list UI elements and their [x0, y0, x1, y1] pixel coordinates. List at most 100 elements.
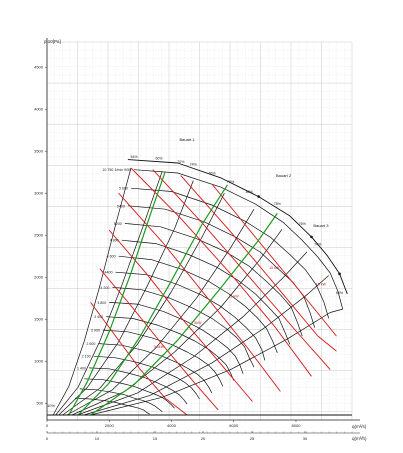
- speed-label: 3 800: [97, 301, 106, 305]
- speed-curves-line: [109, 302, 244, 374]
- x2-tick-label: 25: [250, 436, 255, 441]
- efficiency-label: 76%: [299, 222, 307, 226]
- x-tick-label: 4000: [167, 423, 177, 428]
- speed-curves-line: [134, 169, 344, 310]
- chart-axes: 500 1000 1500 2000 2500 3000 3500 4000 4500 0 2000…: [34, 38, 360, 441]
- power-curves-line: [90, 302, 188, 416]
- power-curves-line: [108, 229, 253, 402]
- stage-label: Bauart 1: [179, 137, 195, 142]
- efficiency-label: 74%: [190, 162, 198, 166]
- power-curves-line: [99, 268, 219, 411]
- efficiency-label: 78%: [227, 180, 235, 184]
- x2-tick-label: 30: [303, 436, 308, 441]
- efficiency-label: 70%: [177, 160, 185, 164]
- speed-label: 4 200: [100, 286, 109, 290]
- power-curves-line: [180, 175, 337, 352]
- y-tick-label: 3000: [34, 191, 44, 196]
- speed-curves-line: [106, 316, 235, 381]
- speed-label: 5 600: [119, 187, 128, 191]
- chart-labels: 10 750 1/min 9/50 5 600 5400 5200 4 800 4 600…: [77, 137, 344, 370]
- operating-curves-line: [90, 213, 278, 416]
- y-tick-label: 2000: [34, 275, 44, 280]
- efficiency-label: 74%: [314, 242, 322, 246]
- power-label: 11 kW: [229, 294, 240, 298]
- speed-label: 3 400: [94, 315, 103, 319]
- limit-curves-line: [127, 159, 348, 295]
- speed-label: 4 800: [110, 239, 119, 243]
- limit-marker: [310, 235, 313, 239]
- y-tick-label: 1000: [34, 359, 44, 364]
- y-tick-label: 4000: [34, 107, 44, 112]
- efficiency-curves-line: [52, 167, 132, 416]
- efficiency-curves-line: [83, 275, 329, 416]
- x-tick-label: 0: [46, 423, 49, 428]
- y-tick-label: 3500: [34, 149, 44, 154]
- power-curves-line: [118, 192, 281, 392]
- x2-tick-label: 15: [153, 436, 158, 441]
- x-tick-label: 2000: [105, 423, 115, 428]
- chart-series: [47, 159, 352, 416]
- efficiency-curves-line: [71, 229, 283, 416]
- power-label: 15 kW: [269, 266, 280, 270]
- efficiency-curves-line: [55, 171, 163, 416]
- speed-curves-line: [88, 367, 188, 405]
- speed-label: 2 600: [86, 342, 95, 346]
- efficiency-label: 60%: [155, 157, 163, 161]
- y-tick-label: 4500: [34, 65, 44, 70]
- x-tick-label: 6000: [229, 423, 239, 428]
- speed-label: 2 100: [82, 355, 91, 359]
- speed-label: 5200: [114, 222, 122, 226]
- x-axis-label-1: q(m³/s): [352, 424, 367, 429]
- speed-curves-line: [84, 378, 175, 409]
- power-curves-line: [152, 169, 331, 370]
- speed-label: 10 750 1/min 9/50: [102, 168, 131, 172]
- speed-curves-line: [102, 329, 224, 387]
- efficiency-curves-line: [66, 209, 255, 416]
- speed-curves-line: [127, 205, 316, 328]
- efficiency-curves-line: [90, 308, 343, 416]
- speed-label: 4 600: [107, 255, 116, 259]
- power-curves-line: [130, 167, 312, 377]
- x-tick-label: 8000: [292, 423, 302, 428]
- x2-tick-label: 10: [95, 436, 100, 441]
- y-tick-label: 1500: [34, 317, 44, 322]
- limit-marker: [338, 272, 341, 276]
- x2-tick-label: 0: [46, 436, 49, 441]
- efficiency-label: 78%: [274, 202, 282, 206]
- speed-label: 2 900: [91, 329, 100, 333]
- stage-label: Bauart 3: [313, 223, 329, 228]
- efficiency-label: 54%: [131, 155, 139, 159]
- efficiency-curves-line: [58, 180, 194, 416]
- power-label: 5 5kW: [154, 345, 165, 349]
- speed-curves-line: [112, 286, 255, 368]
- speed-curves-line: [118, 255, 278, 353]
- operating-curves-line: [77, 184, 229, 416]
- speed-label: 4400: [104, 271, 112, 275]
- origin-label: 10%: [47, 403, 55, 408]
- x-axis-label-2: q(m³/h): [352, 436, 367, 441]
- chart-grid: [46, 41, 353, 421]
- operating-curves-line: [68, 171, 166, 416]
- efficiency-label: 76%: [208, 172, 216, 176]
- speed-curves-line: [130, 187, 330, 319]
- speed-curves-line: [124, 223, 303, 337]
- stage-label: Bauart 2: [276, 173, 292, 178]
- efficiency-label: 64%: [336, 291, 344, 295]
- limit-marker: [257, 195, 260, 198]
- x2-tick-label: 20: [201, 436, 206, 441]
- speed-label: 5400: [117, 204, 125, 208]
- speed-curves-line: [93, 355, 200, 400]
- y-axis-label: p 10[Pa]: [44, 39, 61, 44]
- speed-curves-line: [79, 388, 163, 412]
- efficiency-curves-line: [62, 193, 225, 416]
- speed-curves-line: [115, 271, 266, 361]
- y-tick-label: 2500: [34, 233, 44, 238]
- speed-curves-line: [121, 239, 291, 345]
- power-label: 15 kW: [316, 283, 327, 287]
- y-tick-label: 500: [36, 401, 43, 406]
- efficiency-curves-line: [77, 251, 308, 416]
- power-curves-line: [211, 183, 337, 337]
- speed-label: 1 400: [77, 366, 86, 370]
- efficiency-label: 80%: [246, 190, 254, 194]
